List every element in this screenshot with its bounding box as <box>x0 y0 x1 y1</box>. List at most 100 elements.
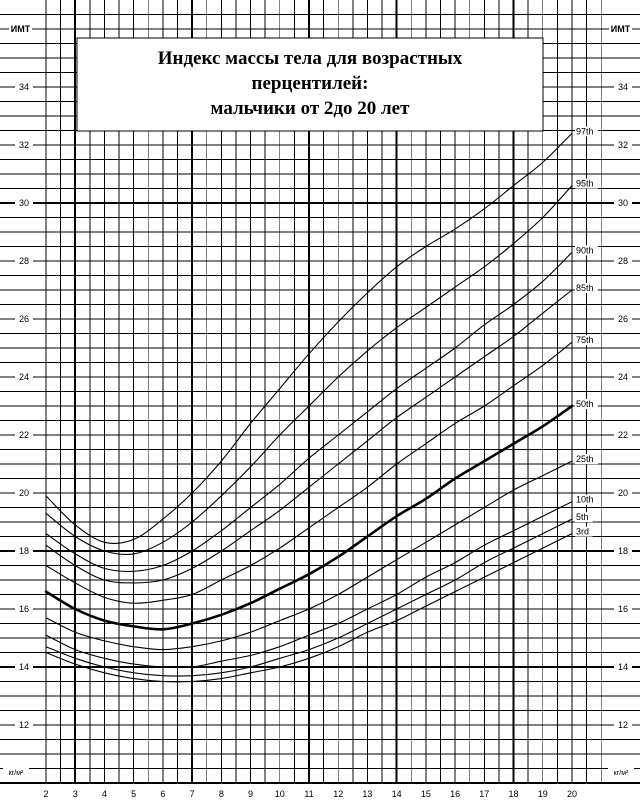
x-tick-label: 19 <box>538 789 548 799</box>
series-line-10th <box>45 501 573 669</box>
y-tick-label-right: 16 <box>618 604 628 614</box>
title-box: Индекс массы тела для возрастных перцент… <box>76 37 544 132</box>
y-tick-label-bg-right <box>614 545 632 557</box>
percentile-labels: 97th 95th 90th 85th 75th 50th 25th 10th 5th 3rd <box>575 126 598 537</box>
series-label-bg-85th <box>575 283 598 293</box>
series-label-95th: 95th <box>576 179 594 189</box>
x-tick-label: 16 <box>450 789 460 799</box>
series-line-50th <box>44 404 574 631</box>
y-tick-label-left: 26 <box>19 314 29 324</box>
series-label-25th: 25th <box>576 454 594 464</box>
x-tick-label: 6 <box>160 789 165 799</box>
y-tick-label-bg-left <box>15 255 33 267</box>
series-label-3rd: 3rd <box>576 527 589 537</box>
series-line-75th <box>45 341 573 604</box>
y-tick-label-bg-right <box>614 487 632 499</box>
series-label-bg-10th <box>575 494 598 505</box>
y-tick-label-bg-right <box>614 313 632 325</box>
series-label-10th: 10th <box>576 495 594 505</box>
x-tick-label: 20 <box>567 789 577 799</box>
chart-title-line-1: Индекс массы тела для возрастных <box>158 48 463 69</box>
series-label-bg-50th <box>575 399 598 409</box>
y-tick-label-bg-left <box>15 139 33 151</box>
y-tick-label-left: 12 <box>19 720 29 730</box>
y-tick-label-bg-right <box>614 255 632 267</box>
y-tick-label-left: 16 <box>19 604 29 614</box>
y-tick-label-bg-right <box>614 603 632 615</box>
y-tick-label-bg-left <box>15 545 33 557</box>
y-tick-label-right: 26 <box>618 314 628 324</box>
series-label-97th: 97th <box>576 126 594 136</box>
y-tick-label-bg-left <box>15 719 33 731</box>
y-tick-label-left: 20 <box>19 488 29 498</box>
y-tick-label-bg-left <box>15 603 33 615</box>
y-tick-label-bg-right <box>614 429 632 441</box>
series-line-97th <box>45 132 573 545</box>
title-box-frame <box>76 37 544 132</box>
y-axis-title-left: ИМТ <box>11 24 31 34</box>
series-label-75th: 75th <box>576 335 594 345</box>
y-tick-label-left: 28 <box>19 256 29 266</box>
x-tick-label: 4 <box>102 789 107 799</box>
y-tick-label-bg-left <box>15 197 33 209</box>
series-label-bg-90th <box>575 245 598 256</box>
series-label-bg-95th <box>575 178 598 189</box>
series-label-5th: 5th <box>576 512 589 522</box>
series-line-3rd <box>45 533 573 683</box>
y-tick-label-bg-right <box>614 139 632 151</box>
y-tick-label-right: 28 <box>618 256 628 266</box>
y-axis-title-right-bg <box>609 22 632 35</box>
y-tick-label-right: 22 <box>618 430 628 440</box>
y-tick-label-bg-right <box>614 197 632 209</box>
percentile-curves <box>44 132 574 683</box>
series-label-bg-3rd <box>575 526 593 537</box>
series-label-90th: 90th <box>576 245 594 255</box>
x-tick-label: 17 <box>479 789 489 799</box>
y-unit-right-bg <box>608 766 634 777</box>
series-label-bg-75th <box>575 335 598 346</box>
x-tick-label: 2 <box>43 789 48 799</box>
x-tick-label: 5 <box>131 789 136 799</box>
series-label-bg-25th <box>575 454 598 465</box>
x-tick-label: 13 <box>362 789 372 799</box>
axis-titles: ИМТ ИМТ кг/м² кг/м² <box>3 22 634 777</box>
x-tick-label: 15 <box>421 789 431 799</box>
y-tick-label-left: 18 <box>19 546 29 556</box>
x-tick-label: 18 <box>509 789 519 799</box>
y-tick-label-left: 24 <box>19 372 29 382</box>
x-tick-label: 7 <box>190 789 195 799</box>
chart-title-line-2: перцентилей: <box>252 73 369 94</box>
x-tick-label: 11 <box>304 789 313 799</box>
y-tick-label-bg-left <box>15 661 33 673</box>
series-label-85th: 85th <box>576 283 594 293</box>
y-tick-label-bg-left <box>15 313 33 325</box>
x-tick-label: 3 <box>73 789 78 799</box>
series-line-85th <box>45 289 573 584</box>
series-line-5th <box>45 518 573 677</box>
y-tick-label-right: 30 <box>618 198 628 208</box>
y-tick-label-right: 12 <box>618 720 628 730</box>
y-tick-label-bg-right <box>614 81 632 93</box>
y-unit-right: кг/м² <box>614 770 629 777</box>
y-tick-label-bg-right <box>614 719 632 731</box>
x-tick-label: 10 <box>275 789 285 799</box>
series-line-95th <box>45 185 573 556</box>
series-label-bg-97th <box>575 126 598 137</box>
y-unit-left-bg <box>3 766 29 777</box>
y-tick-label-left: 32 <box>19 140 29 150</box>
y-tick-label-bg-left <box>15 487 33 499</box>
y-axis-title-left-bg <box>9 22 32 35</box>
series-label-bg-5th <box>575 512 593 523</box>
y-axis-title-right: ИМТ <box>611 24 631 34</box>
y-tick-label-bg-left <box>15 371 33 383</box>
x-tick-label: 8 <box>219 789 224 799</box>
y-tick-label-bg-right <box>614 661 632 673</box>
series-label-50th: 50th <box>576 399 594 409</box>
y-tick-label-right: 34 <box>618 82 628 92</box>
y-tick-label-right: 24 <box>618 372 628 382</box>
y-tick-label-bg-right <box>614 371 632 383</box>
y-tick-label-left: 34 <box>19 82 29 92</box>
